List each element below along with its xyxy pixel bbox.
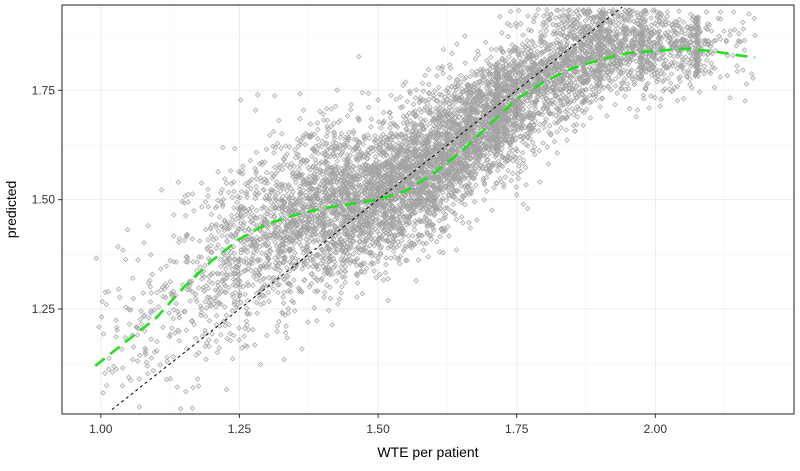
- points-layer: [93, 6, 758, 412]
- grid-layer: [62, 5, 794, 414]
- lines-layer: [94, 6, 756, 411]
- axis-layer: 1.00 1.25 1.50 1.75 2.00 1.25 1.50 1.75: [32, 83, 668, 436]
- panel-border: [61, 4, 795, 415]
- y-tick-label: 1.50: [32, 193, 56, 207]
- smooth-fit-line: [94, 47, 756, 367]
- x-tick-label: 2.00: [644, 422, 668, 436]
- y-tick-label: 1.75: [32, 83, 56, 97]
- y-axis-title: predicted: [3, 181, 19, 239]
- x-axis-title: WTE per patient: [377, 444, 478, 460]
- x-tick-label: 1.00: [89, 422, 113, 436]
- identity-line: [111, 6, 623, 411]
- y-tick-label: 1.25: [32, 302, 56, 316]
- x-tick-label: 1.50: [366, 422, 390, 436]
- x-tick-label: 1.25: [228, 422, 252, 436]
- scatter-points: [93, 6, 758, 412]
- x-tick-label: 1.75: [505, 422, 529, 436]
